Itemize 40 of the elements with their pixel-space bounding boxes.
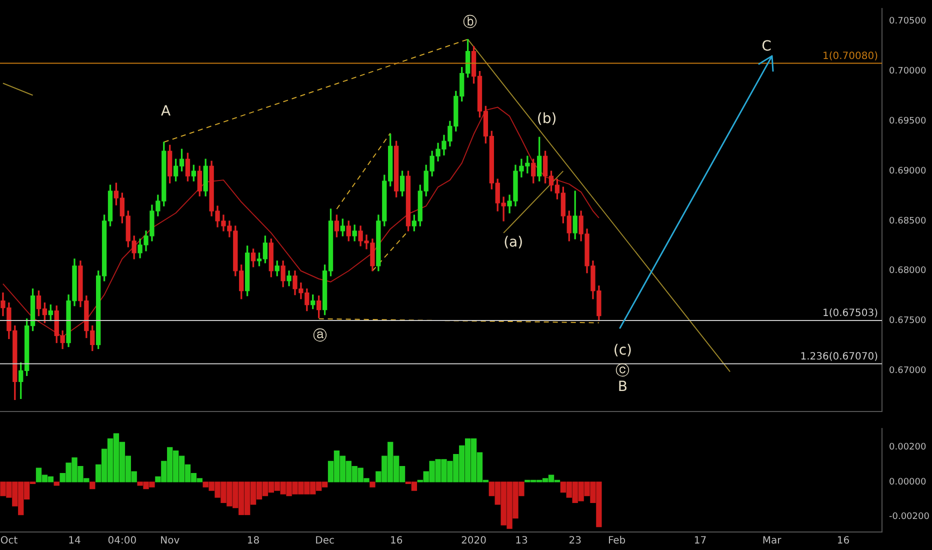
- y-tick-label: 0.67000: [889, 366, 926, 376]
- y-tick-label: 0.70500: [889, 16, 926, 27]
- x-tick-label: Oct: [0, 536, 18, 547]
- ref-line-label: 1(0.70080): [822, 50, 878, 62]
- x-tick-label: 14: [68, 536, 81, 547]
- x-tick-label: 16: [836, 536, 850, 547]
- y-tick-label: 0.69500: [889, 116, 926, 127]
- x-tick-label: 16: [390, 536, 403, 547]
- x-tick-label: 04:00: [108, 536, 137, 547]
- annotation: ⓑ: [463, 14, 478, 31]
- y-tick-label: 0.00200: [889, 442, 926, 453]
- x-tick-label: Nov: [160, 536, 180, 547]
- x-tick-label: 17: [694, 536, 707, 547]
- bar: [54, 482, 60, 486]
- bar: [90, 482, 96, 490]
- annotation: B: [618, 379, 628, 396]
- annotation: C: [762, 38, 772, 55]
- annotation: (b): [536, 110, 557, 127]
- y-tick-label: 0.68500: [889, 216, 926, 226]
- y-tick-label: 0.67500: [889, 316, 926, 326]
- x-tick-label: Dec: [315, 536, 334, 547]
- y-tick-label: 0.69000: [889, 166, 926, 176]
- annotation: ⓒ: [616, 362, 630, 379]
- ref-line-label: 1.236(0.67070): [800, 351, 878, 362]
- annotation: A: [161, 103, 172, 120]
- ref-line-label: 1(0.67503): [822, 308, 878, 320]
- x-tick-label: 23: [568, 536, 582, 547]
- y-tick-label: 0.00000: [889, 477, 926, 488]
- x-tick-label: 13: [515, 536, 528, 547]
- x-tick-label: Feb: [608, 536, 626, 547]
- y-tick-label: 0.68000: [889, 266, 926, 276]
- x-tick-label: 18: [246, 536, 260, 547]
- x-tick-label: Mar: [762, 536, 782, 547]
- x-tick-label: 2020: [461, 536, 487, 547]
- annotation: ⓐ: [313, 328, 328, 344]
- bar: [370, 482, 376, 488]
- y-tick-label: -0.00200: [889, 512, 930, 522]
- y-tick-label: 0.70000: [889, 66, 926, 77]
- annotation: (c): [613, 342, 632, 358]
- annotation: (a): [504, 234, 524, 250]
